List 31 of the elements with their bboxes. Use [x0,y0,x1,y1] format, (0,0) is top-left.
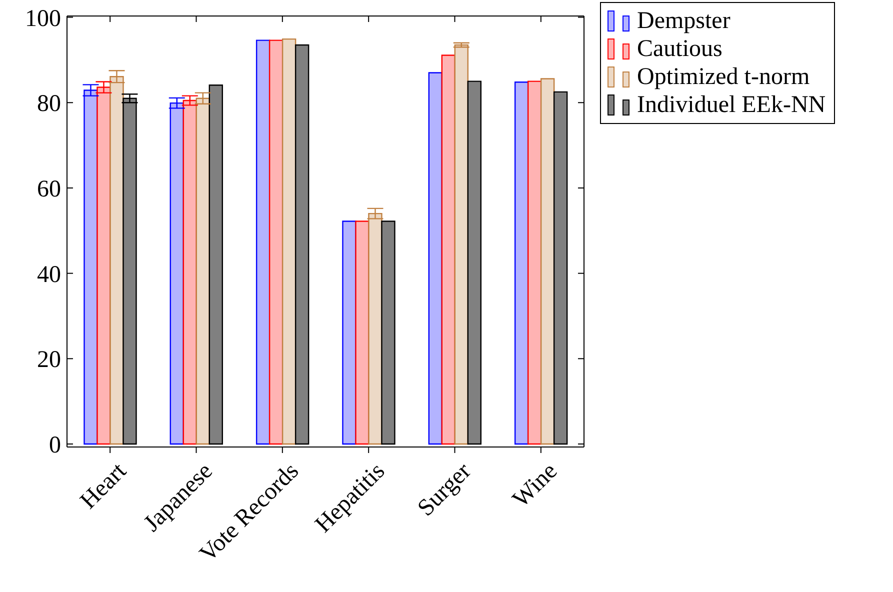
y-tick-label: 80 [37,91,61,118]
bar [282,38,296,445]
y-tick-label: 40 [37,262,61,288]
bar [368,212,382,445]
bar [342,220,356,445]
bar [467,80,482,445]
bar [540,78,555,445]
bar [428,72,442,445]
bar [441,54,456,445]
legend-label: Optimized t-norm [636,63,811,91]
legend-label: Cautious [636,35,724,63]
bar [182,100,197,445]
y-tick-label: 0 [49,432,61,459]
x-tick-label: Wine [508,458,562,513]
y-tick-label: 20 [37,347,61,374]
bar [170,102,184,445]
bar [122,98,137,445]
bar [294,44,310,445]
bar [454,44,468,445]
legend-label: Individuel EEk-NN [636,91,826,119]
y-tick-label: 60 [37,176,61,202]
bar [514,82,529,445]
bar [268,40,284,445]
bar [553,91,568,445]
legend-label: Dempster [636,7,732,35]
bar [208,84,223,445]
bar [527,80,542,445]
y-tick-label: 100 [25,6,61,32]
bar [355,220,370,445]
bar [256,40,270,445]
bar [381,220,396,445]
